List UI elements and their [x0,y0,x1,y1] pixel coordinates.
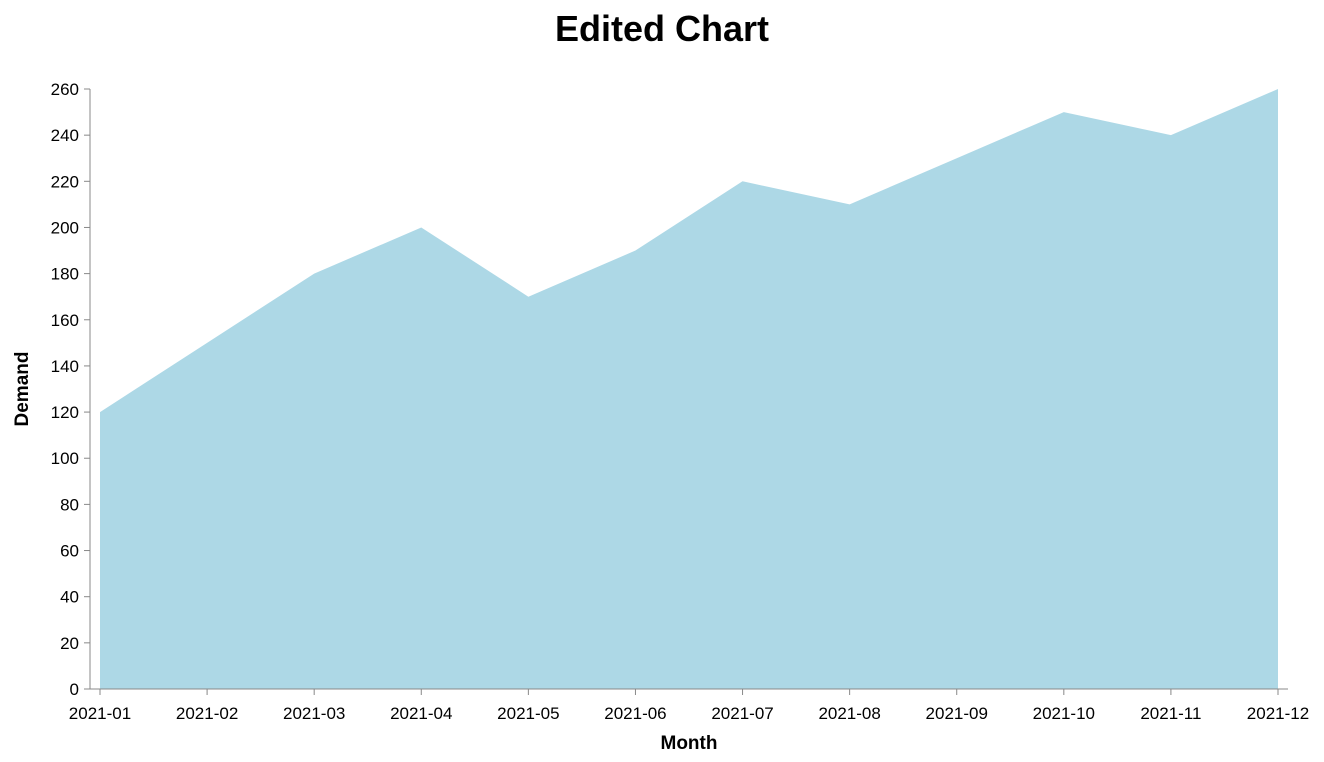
x-tick-label: 2021-04 [390,704,452,723]
x-tick-label: 2021-12 [1247,704,1309,723]
x-tick-label: 2021-11 [1140,704,1201,723]
x-tick-label: 2021-08 [818,704,880,723]
y-tick-label: 160 [51,311,79,330]
y-axis-title: Demand [12,352,33,427]
y-tick-label: 20 [60,634,79,653]
y-axis: 0 20 40 60 80 100 120 140 160 180 200 220 240 260 [51,80,91,699]
y-tick-label: 220 [51,172,79,191]
y-tick-label: 0 [70,680,79,699]
y-tick-label: 40 [60,588,79,607]
x-tick-label: 2021-06 [604,704,666,723]
x-tick-label: 2021-10 [1033,704,1095,723]
area-series [100,89,1278,689]
y-tick-label: 140 [51,357,79,376]
x-tick-label: 2021-05 [497,704,559,723]
x-axis-title: Month [661,733,718,754]
y-tick-label: 100 [51,449,79,468]
y-tick-label: 200 [51,218,79,237]
y-tick-label: 180 [51,265,79,284]
y-tick-label: 80 [60,495,79,514]
x-tick-label: 2021-03 [283,704,345,723]
y-tick-label: 60 [60,542,79,561]
y-tick-label: 240 [51,126,79,145]
x-tick-label: 2021-01 [69,704,131,723]
chart-title: Edited Chart [555,8,769,49]
y-tick-label: 260 [51,80,79,99]
y-tick-label: 120 [51,403,79,422]
x-tick-label: 2021-02 [176,704,238,723]
x-axis: 2021-01 2021-02 2021-03 2021-04 2021-05 2021-… [69,688,1309,723]
demand-area [100,89,1278,689]
x-tick-label: 2021-07 [711,704,773,723]
x-tick-label: 2021-09 [926,704,988,723]
